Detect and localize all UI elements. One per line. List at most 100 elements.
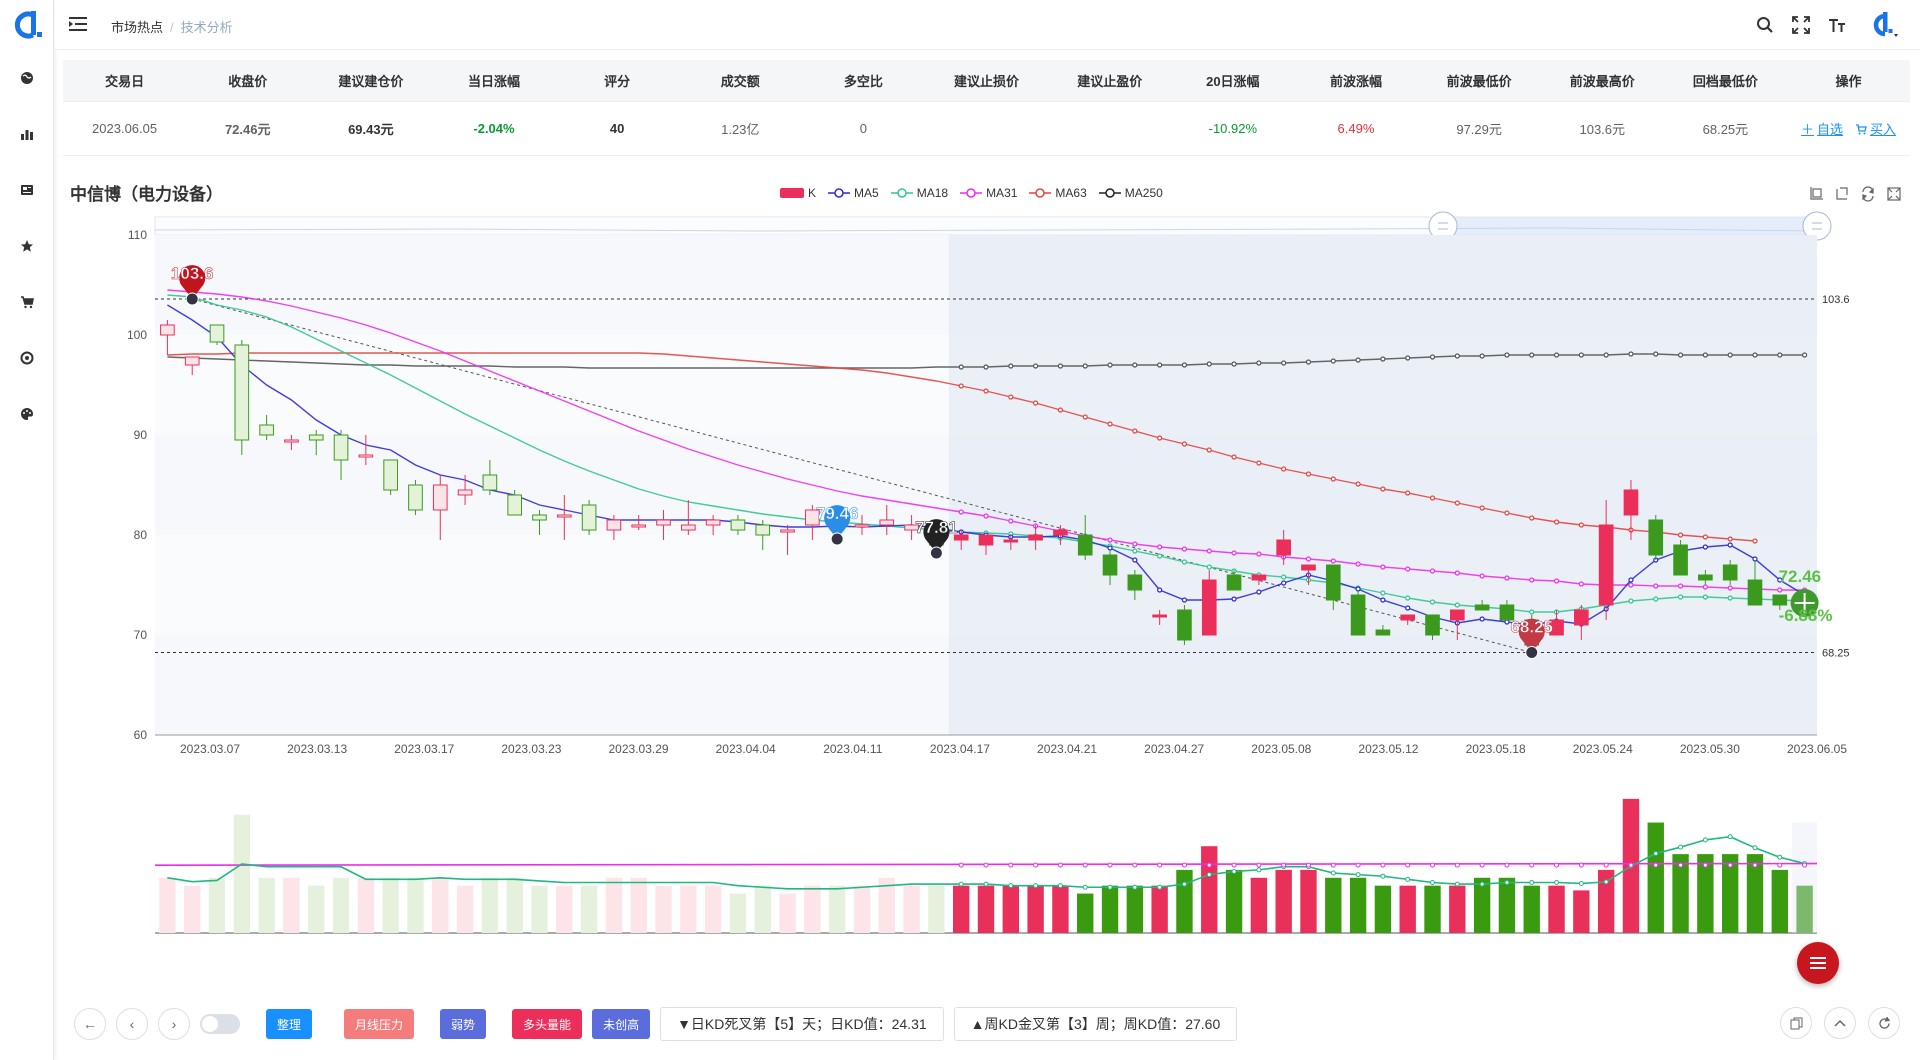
back-button[interactable]: ← <box>74 1008 106 1040</box>
restore-icon[interactable] <box>1860 186 1876 202</box>
fullscreen-icon[interactable] <box>1790 14 1812 36</box>
font-size-icon[interactable] <box>1826 14 1848 36</box>
daily-kd-info: ▼日KD死叉第【5】天；日KD值：24.31 <box>660 1007 944 1041</box>
ma250-point <box>1628 351 1634 357</box>
target-icon[interactable] <box>17 348 37 368</box>
ma250-point <box>1281 360 1287 366</box>
kline-chart[interactable]: 110 100 90 80 70 60 2023.03.07 2023.03.13 2023.0… <box>55 205 1910 945</box>
buy-label: 买入 <box>1870 122 1897 137</box>
volume-bar <box>630 877 647 933</box>
zoom-reset-icon[interactable] <box>1834 186 1850 202</box>
volume-ma-point <box>1008 862 1014 868</box>
volume-ma-point <box>1157 862 1163 868</box>
x-tick-label: 2023.03.13 <box>287 742 347 756</box>
x-tick-label: 2023.04.11 <box>823 742 882 756</box>
candle-body <box>1449 609 1465 621</box>
volume-bar <box>1374 885 1392 933</box>
star-icon[interactable] <box>17 236 37 256</box>
cell-pullback-low: 68.25元 <box>1702 122 1749 137</box>
tag-monthly-pressure[interactable]: 月线压力 <box>344 1009 415 1039</box>
tag-weak[interactable]: 弱势 <box>440 1009 487 1039</box>
volume-ma-point <box>1802 862 1808 868</box>
candle-body <box>1499 604 1515 621</box>
tag-no-new-high[interactable]: 未创高 <box>592 1009 651 1039</box>
volume-ma-point <box>1529 862 1535 868</box>
top-bar: 市场热点 / 技术分析 <box>55 0 1920 50</box>
palette-icon[interactable] <box>17 404 37 424</box>
refresh-button[interactable] <box>1868 1007 1900 1039</box>
menu-lines-icon <box>1810 957 1826 969</box>
cart-icon[interactable] <box>17 292 37 312</box>
ma5-point <box>1727 542 1733 548</box>
legend-item[interactable]: MA63 <box>1029 186 1087 200</box>
x-tick-label: 2023.05.12 <box>1358 742 1418 756</box>
ma31-point <box>958 509 964 515</box>
x-tick-label: 2023.03.29 <box>609 742 669 756</box>
volume-bar <box>1721 854 1739 933</box>
header-cell: 交易日 <box>105 74 145 89</box>
ma250-point <box>1454 353 1460 359</box>
next-button[interactable]: › <box>158 1008 190 1040</box>
ma250-point <box>1107 362 1113 368</box>
bar-chart-icon[interactable] <box>17 124 37 144</box>
legend-item[interactable]: MA250 <box>1098 186 1163 200</box>
volume-bar <box>1449 885 1466 933</box>
volume-ma-point <box>1578 880 1584 886</box>
ma18-point <box>1429 599 1436 605</box>
legend-item[interactable]: MA31 <box>960 186 1017 200</box>
newspaper-icon[interactable] <box>17 180 37 200</box>
breadcrumb-root[interactable]: 市场热点 <box>111 20 164 35</box>
copy-button[interactable] <box>1780 1007 1812 1039</box>
prev-button[interactable]: ‹ <box>116 1008 148 1040</box>
weekly-kd-info: ▲周KD金叉第【3】周；周KD值：27.60 <box>953 1007 1238 1041</box>
candle-body <box>234 344 250 441</box>
legend-item[interactable]: K <box>780 186 816 200</box>
candle-body <box>308 434 324 441</box>
ma31-point <box>1305 556 1312 562</box>
toggle-switch[interactable] <box>200 1014 240 1034</box>
ma250-point <box>1355 357 1361 363</box>
volume-ma-point <box>983 881 989 887</box>
legend-item[interactable]: MA5 <box>828 186 879 200</box>
save-image-icon[interactable] <box>1886 186 1902 202</box>
legend-label: K <box>808 186 817 200</box>
tag-consolidation[interactable]: 整理 <box>266 1009 313 1039</box>
candle-body <box>1276 539 1291 556</box>
ma250-point <box>1330 358 1336 364</box>
chart-toolbox <box>1808 186 1902 202</box>
zoom-select-icon[interactable] <box>1808 186 1824 202</box>
buy-link[interactable]: 买入 <box>1855 119 1896 138</box>
globe-icon[interactable] <box>17 68 37 88</box>
legend-label: MA31 <box>986 186 1018 200</box>
ma31-point <box>1008 518 1014 524</box>
volume-ma-point <box>1702 862 1708 868</box>
ma63-point <box>1702 534 1708 540</box>
add-watchlist-link[interactable]: ＋自选 <box>1801 119 1843 138</box>
volume-bar <box>1275 869 1292 933</box>
datazoom-window <box>1443 217 1817 235</box>
mid-marker-2-pin <box>923 519 950 553</box>
candle-body <box>432 484 448 511</box>
volume-bar <box>1349 877 1367 933</box>
reference-label: 68.25 <box>1822 648 1850 660</box>
ma63-point <box>1479 505 1485 511</box>
volume-bar <box>1201 846 1218 933</box>
app-logo-icon[interactable] <box>10 8 44 42</box>
search-icon[interactable] <box>1754 14 1776 36</box>
volume-ma-point <box>958 862 964 868</box>
user-avatar-icon[interactable] <box>1862 12 1902 37</box>
cell-date: 2023.06.05 <box>92 121 158 136</box>
candle-body <box>532 514 547 521</box>
volume-bar <box>655 885 672 933</box>
tag-bull-volume[interactable]: 多头量能 <box>512 1009 583 1039</box>
table-row[interactable]: 2023.06.05 72.46元 69.43元 -2.04% 40 1.23亿… <box>63 102 1910 156</box>
scroll-top-button[interactable] <box>1824 1007 1856 1039</box>
ma63-point <box>1454 500 1460 506</box>
legend-item[interactable]: MA18 <box>890 186 948 200</box>
legend-line-swatch <box>1098 188 1121 198</box>
x-tick-label: 2023.04.17 <box>930 742 990 756</box>
menu-fab-button[interactable] <box>1797 942 1839 984</box>
header-cell: 20日涨幅 <box>1206 74 1260 89</box>
menu-toggle-icon[interactable] <box>69 16 87 32</box>
x-tick-label: 2023.05.24 <box>1573 742 1633 756</box>
